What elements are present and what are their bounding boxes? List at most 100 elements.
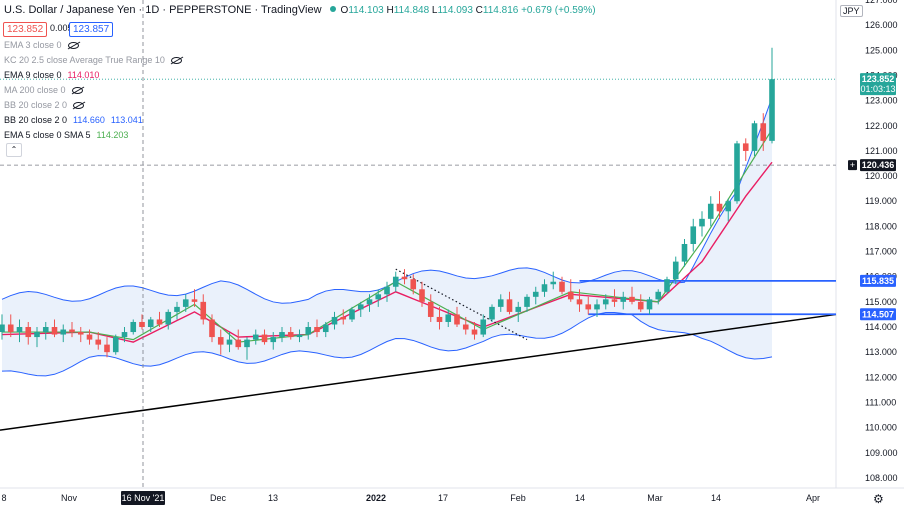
candle-body: [751, 123, 758, 151]
candle-body: [165, 311, 172, 325]
ohlc-values: O114.103 H114.848 L114.093 C114.816 +0.6…: [340, 5, 596, 16]
candle-body: [454, 314, 460, 325]
candle-body: [34, 332, 40, 338]
price-tick-label: 121.000: [865, 146, 898, 156]
market-status-dot: [329, 6, 336, 12]
price-tick-label: 127.000: [865, 0, 898, 5]
indicator-legend-row[interactable]: MA 200 close 0: [4, 85, 83, 96]
indicator-legend-row[interactable]: EMA 3 close 0: [4, 40, 79, 51]
candle-body: [16, 327, 23, 333]
candle-body: [707, 203, 714, 219]
hidden-eye-icon[interactable]: [71, 87, 83, 95]
price-tick-label: 117.000: [865, 247, 897, 257]
candle-body: [60, 329, 67, 335]
indicator-legend-row[interactable]: BB 20 close 2 0: [4, 100, 85, 111]
candle-body: [375, 294, 382, 300]
spread-value: 0.005: [47, 22, 76, 35]
candle-body: [690, 226, 697, 244]
symbol-title[interactable]: U.S. Dollar / Japanese Yen · 1D · PEPPER…: [4, 4, 322, 16]
price-tick-label: 114.000: [865, 322, 897, 332]
price-label-text: 120.436: [862, 160, 895, 170]
candle-body: [427, 301, 434, 317]
candle-body: [664, 279, 670, 292]
candle-body: [489, 306, 495, 320]
candle-body: [77, 332, 84, 335]
candle-body: [69, 329, 75, 333]
candle-body: [655, 291, 662, 300]
candle-body: [331, 316, 338, 325]
price-tick-label: 119.000: [865, 196, 897, 206]
candle-body: [147, 319, 154, 328]
currency-selector[interactable]: JPY: [840, 5, 863, 17]
indicator-label: BB 20 close 2 0: [4, 100, 68, 110]
time-tick-label: 8: [1, 493, 6, 503]
price-tick-label: 126.000: [865, 20, 898, 30]
candle-body: [0, 324, 5, 333]
price-label-box: [860, 274, 896, 287]
candle-body: [524, 296, 530, 307]
candle-body: [699, 218, 705, 227]
indicator-value: 113.041: [110, 115, 143, 125]
indicator-label: EMA 9 close 0: [4, 70, 62, 80]
collapse-legend-button[interactable]: ⌃: [6, 143, 22, 157]
candle-body: [637, 301, 644, 310]
candle-body: [497, 299, 504, 307]
hidden-eye-icon[interactable]: [67, 42, 79, 50]
time-tick-label: 2022: [366, 493, 386, 503]
ask-price-button[interactable]: 123.857: [69, 22, 114, 37]
candle-body: [716, 203, 723, 212]
candle-body: [384, 286, 390, 295]
time-crosshair-label: 16 Nov '21: [122, 493, 165, 503]
price-label-box: [860, 73, 896, 96]
candle-body: [445, 314, 452, 322]
candle-body: [349, 309, 355, 320]
indicator-label: KC 20 2.5 close Average True Range 10: [4, 55, 165, 65]
candle-body: [401, 276, 408, 280]
candle-body: [287, 332, 294, 338]
candle-body: [270, 337, 277, 343]
candle-body: [217, 337, 224, 345]
indicator-legend-row[interactable]: EMA 5 close 0 SMA 5 114.203: [4, 130, 128, 141]
candle-body: [139, 321, 145, 328]
indicator-value: 114.203: [96, 130, 129, 140]
candle-body: [532, 291, 539, 297]
indicator-legend-row[interactable]: KC 20 2.5 close Average True Range 10: [4, 55, 182, 66]
candle-body: [515, 306, 522, 312]
candle-body: [182, 299, 189, 307]
dotted-trendline: [395, 268, 528, 341]
price-tick-label: 123.000: [865, 96, 898, 106]
candle-body: [769, 79, 775, 141]
candle-body: [305, 327, 312, 335]
price-label-box: [860, 308, 896, 321]
candle-body: [261, 334, 268, 343]
chart-header: U.S. Dollar / Japanese Yen · 1D · PEPPER…: [4, 4, 596, 16]
price-tick-label: 113.000: [865, 347, 897, 357]
candle-body: [681, 244, 688, 262]
settings-gear-icon[interactable]: ⚙: [873, 492, 884, 506]
candle-body: [410, 279, 417, 290]
candle-body: [734, 143, 740, 202]
crosshair-plus-icon: [848, 160, 857, 171]
bid-price-button[interactable]: 123.852: [3, 22, 48, 37]
candle-body: [252, 334, 259, 340]
indicator-legend-row[interactable]: BB 20 close 2 0 114.660 113.041: [4, 115, 143, 126]
time-tick-label: 13: [268, 493, 278, 503]
price-tick-label: 120.000: [865, 171, 898, 181]
hidden-eye-icon[interactable]: [73, 102, 85, 110]
price-tick-label: 112.000: [865, 372, 897, 382]
time-tick-label: 17: [438, 493, 448, 503]
candle-body: [296, 334, 303, 338]
candle-body: [567, 291, 574, 300]
indicator-value: 114.010: [67, 70, 100, 80]
candle-body: [620, 296, 627, 302]
candle-body: [104, 344, 110, 353]
price-tick-label: 111.000: [865, 397, 896, 407]
candle-body: [209, 319, 215, 338]
candle-body: [95, 339, 102, 345]
hidden-eye-icon[interactable]: [170, 57, 182, 65]
candle-body: [550, 281, 557, 285]
indicator-legend-row[interactable]: EMA 9 close 0 114.010: [4, 70, 99, 81]
candle-body: [121, 332, 128, 338]
candle-body: [366, 299, 373, 305]
